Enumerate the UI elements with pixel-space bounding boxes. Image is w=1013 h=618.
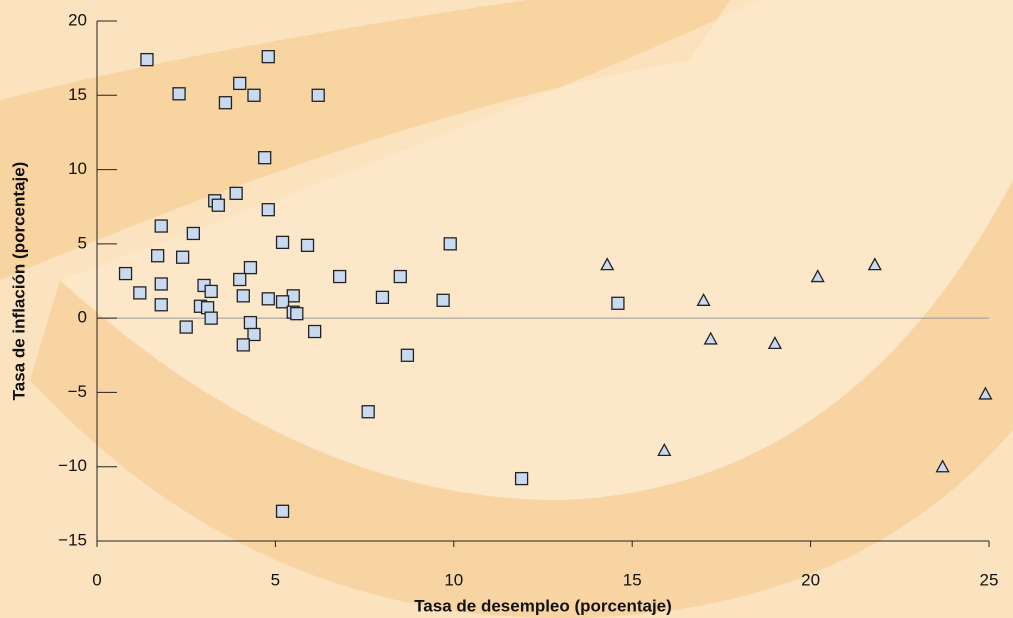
x-tick-label: 20 bbox=[801, 570, 820, 589]
triangle-point bbox=[810, 269, 825, 283]
square-point bbox=[243, 260, 258, 275]
square-point bbox=[261, 50, 275, 64]
triangle-point bbox=[703, 331, 718, 345]
square-point bbox=[243, 315, 258, 330]
x-tick-label: 5 bbox=[271, 570, 280, 589]
square-point bbox=[204, 284, 218, 299]
square-point bbox=[275, 235, 290, 250]
band bbox=[0, 0, 1013, 100]
square-point bbox=[186, 226, 200, 241]
triangle-point bbox=[978, 386, 993, 400]
square-point bbox=[204, 311, 218, 325]
square-point bbox=[211, 198, 225, 212]
square-point bbox=[375, 290, 390, 304]
y-tick-label: −10 bbox=[58, 456, 87, 475]
square-point bbox=[261, 292, 275, 306]
square-point bbox=[236, 289, 250, 303]
x-tick-label: 10 bbox=[444, 570, 463, 589]
square-point bbox=[154, 219, 168, 233]
square-point bbox=[236, 338, 250, 352]
y-tick-label: −15 bbox=[58, 530, 87, 549]
y-tick-label: 5 bbox=[78, 233, 87, 252]
square-point bbox=[154, 298, 168, 312]
square-point bbox=[258, 151, 272, 165]
square-point bbox=[290, 307, 304, 321]
square-point bbox=[261, 203, 275, 217]
square-point bbox=[436, 293, 450, 307]
square-point bbox=[307, 324, 322, 339]
square-point bbox=[229, 186, 243, 200]
square-point bbox=[233, 76, 247, 91]
square-point bbox=[154, 277, 168, 291]
y-axis-label: Tasa de inflación (porcentaje) bbox=[9, 162, 28, 401]
triangle-point bbox=[935, 459, 950, 473]
y-tick-label: −5 bbox=[68, 382, 87, 401]
y-tick-label: 0 bbox=[78, 308, 87, 327]
square-point bbox=[233, 272, 247, 287]
square-point bbox=[611, 296, 625, 310]
triangle-point bbox=[867, 257, 882, 271]
square-point bbox=[151, 249, 165, 263]
triangle-point bbox=[767, 336, 783, 350]
square-point bbox=[393, 269, 407, 284]
square-point bbox=[332, 269, 347, 284]
band bbox=[60, 0, 1013, 500]
x-axis-label: Tasa de desempleo (porcentaje) bbox=[414, 596, 672, 615]
square-point bbox=[275, 504, 290, 518]
x-tick-label: 15 bbox=[623, 570, 642, 589]
square-point bbox=[140, 52, 154, 67]
square-point bbox=[247, 327, 261, 342]
square-point bbox=[172, 87, 186, 101]
square-point bbox=[133, 286, 147, 300]
square-point bbox=[218, 96, 233, 110]
x-tick-label: 25 bbox=[980, 570, 999, 589]
square-point bbox=[118, 266, 133, 281]
triangle-point bbox=[696, 292, 711, 306]
triangle-point bbox=[600, 257, 615, 271]
band bbox=[30, 180, 1013, 618]
y-tick-label: 10 bbox=[68, 159, 87, 178]
square-point bbox=[311, 88, 325, 102]
square-point bbox=[443, 237, 457, 251]
square-point bbox=[361, 405, 375, 419]
square-point bbox=[179, 320, 193, 334]
square-point bbox=[400, 348, 415, 362]
square-point bbox=[514, 471, 529, 486]
square-point bbox=[300, 238, 315, 252]
square-point bbox=[247, 88, 261, 102]
y-tick-label: 20 bbox=[68, 10, 87, 29]
square-point bbox=[175, 250, 190, 264]
x-tick-label: 0 bbox=[92, 570, 101, 589]
square-point bbox=[275, 295, 290, 309]
band bbox=[0, 0, 730, 280]
y-tick-label: 15 bbox=[68, 85, 87, 104]
triangle-point bbox=[657, 443, 672, 457]
